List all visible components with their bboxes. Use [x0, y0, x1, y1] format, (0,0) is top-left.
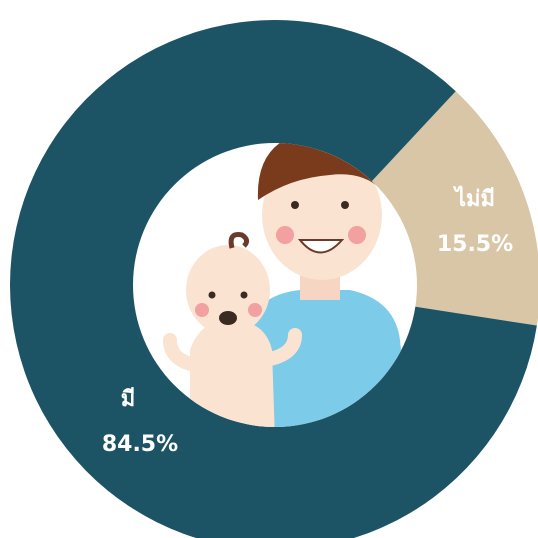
boy-eye: [291, 201, 299, 209]
page: ไม่มี15.5%มี84.5% (() => { const data = …: [0, 0, 538, 538]
baby-eye: [209, 292, 216, 299]
baby-eye: [241, 292, 248, 299]
value-label: 15.5%: [437, 232, 513, 257]
boy-eye: [341, 201, 349, 209]
boy-cheek: [348, 226, 366, 244]
baby-cheek: [195, 303, 209, 317]
category-label: มี: [121, 387, 136, 412]
baby-mouth: [219, 311, 237, 325]
boy-cheek: [276, 226, 294, 244]
value-label: 84.5%: [102, 432, 178, 457]
chart: ไม่มี 15.5% มี 84.5%: [0, 0, 538, 538]
category-label: ไม่มี: [453, 185, 495, 212]
baby-cheek: [248, 303, 262, 317]
